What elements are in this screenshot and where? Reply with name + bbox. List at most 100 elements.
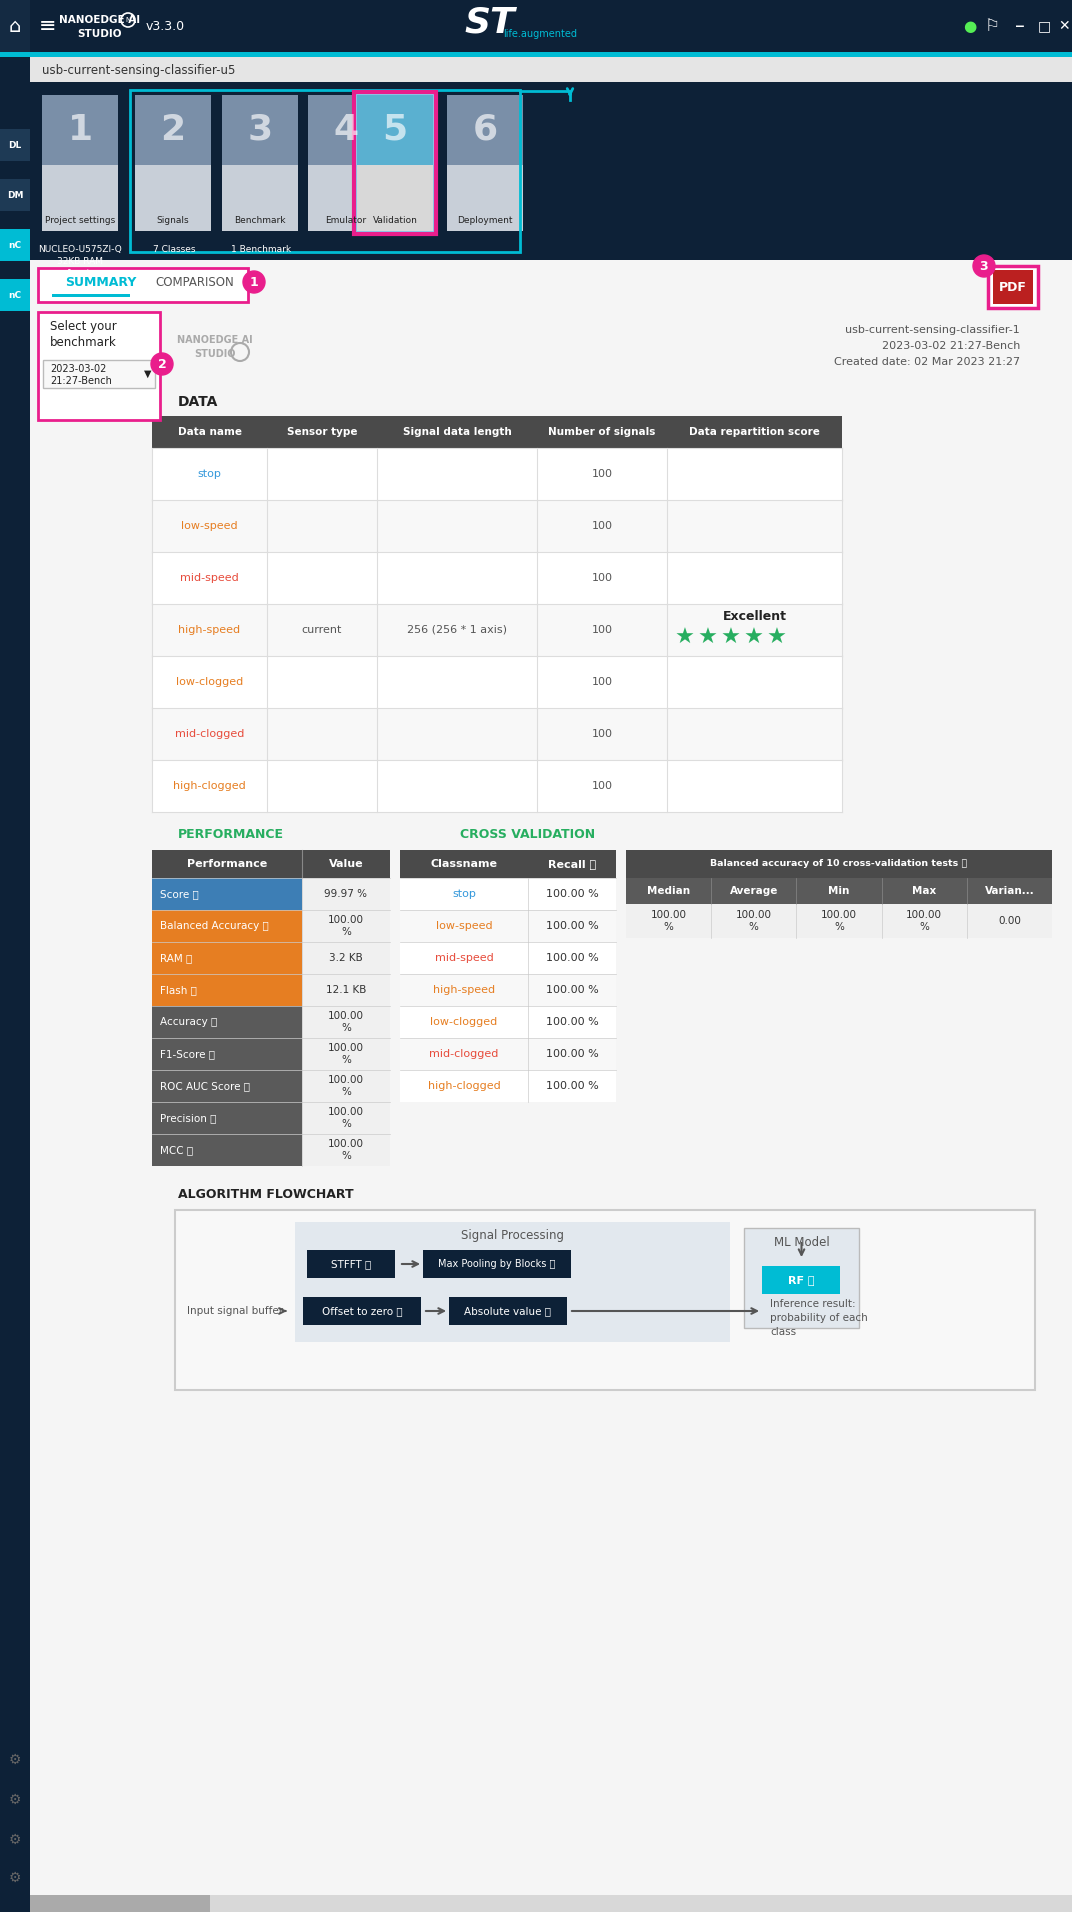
Text: Absolute value ⓘ: Absolute value ⓘ [464, 1306, 551, 1315]
Bar [400, 878, 616, 910]
Bar [993, 270, 1033, 304]
Text: 100.00
%: 100.00 % [328, 1140, 364, 1161]
Bar [357, 96, 433, 164]
Text: probability of each: probability of each [770, 1314, 867, 1323]
Bar [400, 1006, 616, 1038]
Bar [762, 1266, 840, 1294]
Text: 99.97 %: 99.97 % [325, 889, 368, 899]
Text: 12.1 KB: 12.1 KB [326, 985, 367, 994]
Bar [0, 229, 30, 262]
Bar [295, 1222, 730, 1342]
Text: Recall ⓘ: Recall ⓘ [548, 858, 596, 868]
Text: ⚙: ⚙ [9, 1793, 21, 1807]
Bar [0, 0, 1072, 52]
Text: STUDIO: STUDIO [78, 29, 122, 38]
Text: Sensor type: Sensor type [286, 426, 357, 438]
Text: Balanced accuracy of 10 cross-validation tests ⓘ: Balanced accuracy of 10 cross-validation… [711, 860, 968, 868]
Text: Max: Max [912, 885, 936, 897]
Bar [152, 553, 842, 604]
Bar [38, 312, 160, 421]
Bar [30, 82, 1072, 260]
Text: CROSS VALIDATION: CROSS VALIDATION [460, 828, 595, 841]
Text: ★: ★ [721, 627, 741, 648]
Text: Excellent: Excellent [723, 610, 787, 623]
Bar [130, 90, 520, 252]
Bar [152, 973, 302, 1006]
Bar [302, 973, 390, 1006]
Text: ST: ST [464, 6, 516, 38]
Text: PERFORMANCE: PERFORMANCE [178, 828, 284, 841]
Bar [152, 851, 390, 878]
Text: Signal Processing: Signal Processing [461, 1229, 564, 1243]
Text: nC: nC [9, 241, 21, 249]
Text: Median: Median [647, 885, 690, 897]
Bar [135, 164, 211, 231]
Text: 6: 6 [473, 113, 497, 147]
Text: Signal data length: Signal data length [403, 426, 511, 438]
Bar [354, 92, 436, 233]
Text: Min: Min [829, 885, 850, 897]
Text: 100.00
%: 100.00 % [328, 1107, 364, 1128]
Bar [152, 656, 842, 707]
Text: Emulator: Emulator [326, 216, 367, 224]
Text: high-clogged: high-clogged [428, 1080, 501, 1092]
Text: 100.00 %: 100.00 % [546, 1017, 598, 1027]
Bar [42, 96, 118, 164]
Text: 100: 100 [592, 574, 612, 583]
Bar [43, 359, 155, 388]
Text: high-clogged: high-clogged [173, 780, 245, 792]
Circle shape [243, 272, 265, 293]
Text: mid-speed: mid-speed [180, 574, 239, 583]
Text: Validation: Validation [373, 216, 417, 224]
Bar [400, 1071, 616, 1101]
Bar [152, 1038, 302, 1071]
Text: 100: 100 [592, 520, 612, 532]
Text: 100.00
%: 100.00 % [328, 1075, 364, 1097]
Bar [447, 164, 523, 231]
Text: –: – [1015, 17, 1025, 36]
Text: 100.00
%: 100.00 % [651, 910, 686, 931]
Text: 4: 4 [333, 113, 358, 147]
Bar [175, 1210, 1034, 1390]
Text: Project settings: Project settings [45, 216, 115, 224]
Text: 100.00
%: 100.00 % [328, 1044, 364, 1065]
Text: 100: 100 [592, 625, 612, 635]
Text: 100: 100 [592, 728, 612, 740]
Text: 100: 100 [592, 677, 612, 686]
Text: 2023-03-02: 2023-03-02 [50, 363, 106, 375]
Text: 1 axis: 1 axis [66, 268, 93, 277]
Text: 3: 3 [248, 113, 272, 147]
Text: Input signal buffer: Input signal buffer [187, 1306, 283, 1315]
Text: ML Model: ML Model [774, 1235, 830, 1249]
Text: NUCLEO-U575ZI-Q: NUCLEO-U575ZI-Q [39, 245, 122, 254]
Text: low-clogged: low-clogged [176, 677, 243, 686]
Text: ●: ● [964, 19, 977, 34]
Bar [744, 1228, 859, 1329]
Text: 100.00
%: 100.00 % [821, 910, 857, 931]
Text: 256 (256 * 1 axis): 256 (256 * 1 axis) [407, 625, 507, 635]
Bar [302, 1006, 390, 1038]
Text: 2: 2 [158, 358, 166, 371]
Text: Number of signals: Number of signals [548, 426, 656, 438]
Bar [152, 604, 842, 656]
Text: 100.00
%: 100.00 % [328, 1011, 364, 1032]
Text: stop: stop [197, 468, 222, 480]
Text: 21:27-Bench: 21:27-Bench [50, 377, 111, 386]
Bar [0, 128, 30, 161]
Bar [0, 57, 30, 1912]
Bar [30, 1895, 1072, 1912]
Text: 100.00 %: 100.00 % [546, 1080, 598, 1092]
Bar [30, 260, 1072, 1901]
Text: Performance: Performance [187, 858, 267, 868]
Text: v3.3.0: v3.3.0 [146, 19, 184, 33]
Text: Max Pooling by Blocks ⓘ: Max Pooling by Blocks ⓘ [438, 1258, 555, 1270]
Text: DM: DM [6, 191, 24, 199]
Text: Data repartition score: Data repartition score [689, 426, 820, 438]
Text: N: N [125, 17, 131, 23]
Bar [38, 268, 248, 302]
Text: ★: ★ [766, 627, 787, 648]
Text: Classname: Classname [431, 858, 497, 868]
Text: 1: 1 [250, 275, 258, 289]
Bar [626, 878, 1052, 904]
Text: ROC AUC Score ⓘ: ROC AUC Score ⓘ [160, 1080, 250, 1092]
